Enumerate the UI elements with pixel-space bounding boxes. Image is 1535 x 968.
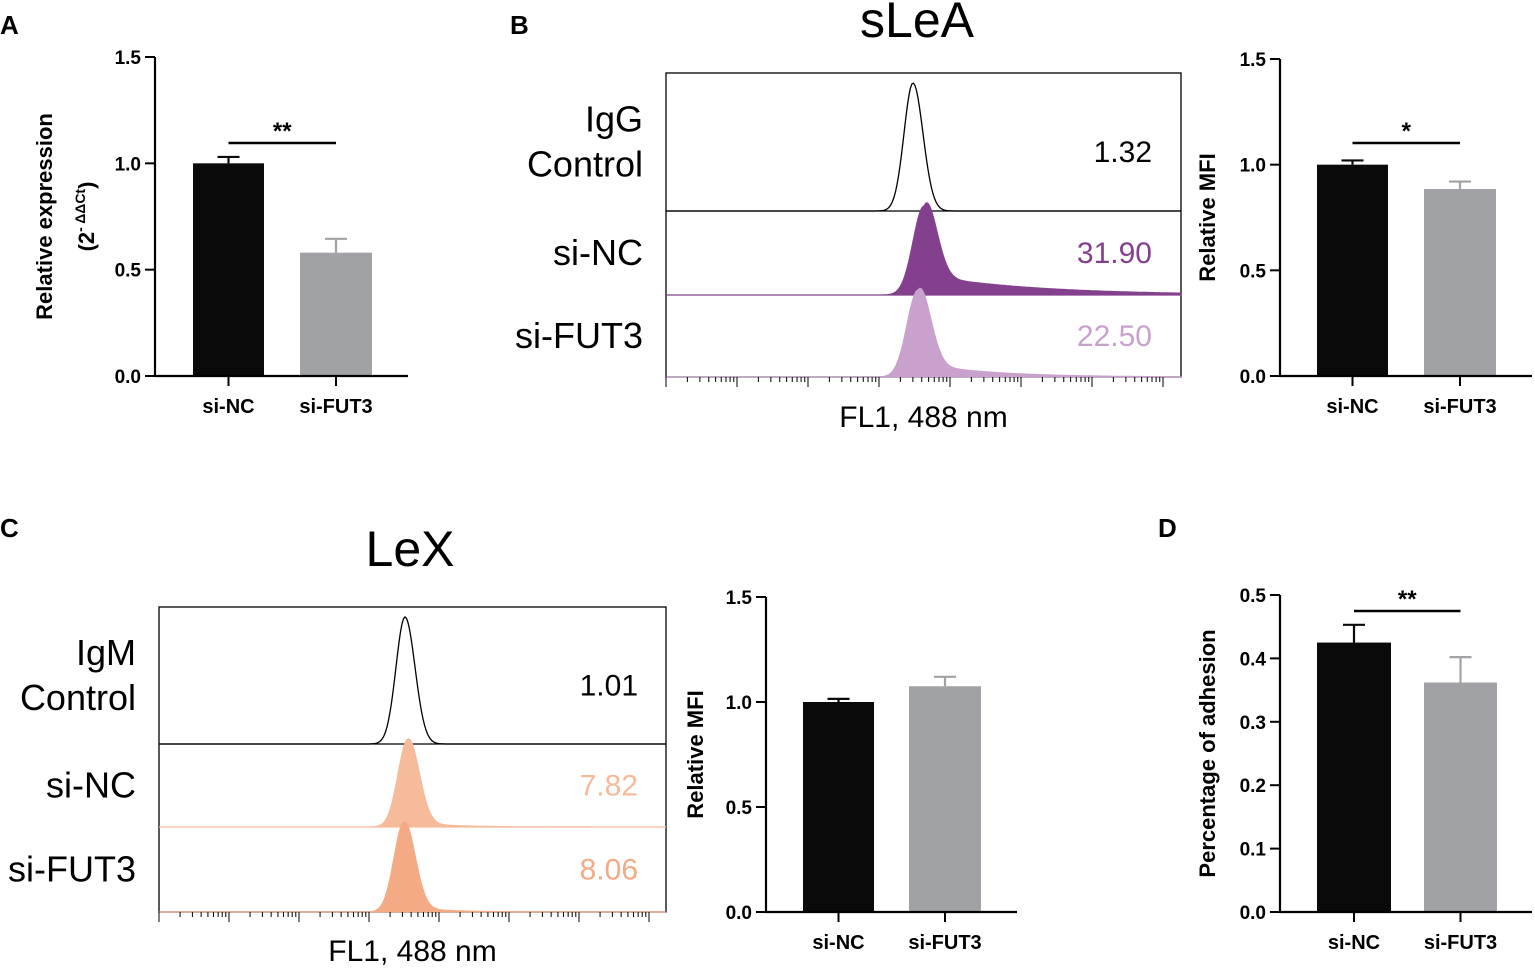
category-label: si-FUT3 [1423,396,1496,418]
mfi-value: 1.01 [580,670,638,703]
y-tick-label: 0.2 [1240,776,1266,797]
sample-label: si-NC [553,232,643,273]
bar-si-nc [803,702,874,912]
bar-chart-slea-relative-mfi: si-NC si-FUT3 0.0 0.5 1.0 1.5 Relative MFI * [1195,50,1532,418]
category-label: si-FUT3 [908,932,981,954]
mfi-value: 8.06 [580,854,638,887]
y-tick-label: 0.0 [1240,367,1266,388]
y-tick-label: 1.0 [726,693,752,714]
y-tick-label: 0.5 [726,798,753,819]
y-tick-label: 0.0 [726,903,752,924]
bar-si-nc [193,163,264,376]
sample-label: Control [527,144,643,185]
mfi-value: 22.50 [1077,320,1152,353]
y-tick-label: 0.5 [115,261,142,282]
mfi-value: 1.32 [1094,136,1152,169]
sample-label: IgG [585,99,643,140]
panel-letter-b: B [510,10,529,40]
histogram-si-fut3 [159,821,666,913]
y-tick-label: 0.4 [1240,649,1267,670]
bar-si-nc [1317,642,1391,912]
sample-label: IgM [76,632,136,673]
bar-chart-relative-expression: si-NC si-FUT3 0.0 0.5 1.0 1.5 Relative express… [32,48,408,418]
panel-letter-d: D [1158,513,1177,543]
bar-si-nc [1317,164,1388,376]
mfi-value: 31.90 [1077,237,1152,270]
sample-label: si-NC [46,765,136,806]
significance-mark: ** [273,118,292,145]
category-label: si-NC [812,932,864,954]
category-label: si-NC [202,396,254,418]
lex-title: LeX [366,521,455,577]
y-tick-label: 1.5 [1240,50,1267,71]
sample-label: si-FUT3 [8,849,136,890]
x-axis-title: FL1, 488 nm [328,935,496,968]
y-axis-title: Relative MFI [683,690,708,818]
bar-si-fut3 [909,686,981,912]
y-tick-label: 1.5 [115,48,142,69]
category-label: si-FUT3 [1424,932,1497,954]
mfi-value: 7.82 [580,770,638,803]
bar-chart-percentage-adhesion: si-NC si-FUT3 0.0 0.1 0.2 0.3 0.4 0.5 Percentage… [1195,586,1532,954]
bar-si-fut3 [1424,682,1497,912]
y-tick-label: 0.5 [1240,586,1267,607]
slea-title: sLeA [860,0,975,48]
y-tick-label: 0.0 [115,367,141,388]
y-axis-title: Percentage of adhesion [1195,629,1220,877]
y-tick-label: 1.0 [1240,156,1266,177]
category-label: si-NC [1326,396,1378,418]
x-axis-title: FL1, 488 nm [839,401,1007,434]
y-axis-title-formula: (2- ΔΔCt) [72,182,99,252]
significance-mark: ** [1398,586,1417,613]
y-tick-label: 1.5 [726,588,753,609]
histogram-si-fut3 [666,287,1183,378]
sample-label: si-FUT3 [515,315,643,356]
y-axis-title: Relative MFI [1195,153,1220,281]
y-tick-label: 0.3 [1240,713,1266,734]
y-axis-title: Relative expression [32,113,57,320]
y-tick-label: 0.5 [1240,261,1267,282]
y-tick-label: 1.0 [115,154,141,175]
bar-si-fut3 [1424,188,1496,376]
bar-si-fut3 [300,252,372,376]
category-label: si-FUT3 [299,396,372,418]
panel-letter-c: C [0,513,19,543]
significance-mark: * [1402,118,1412,145]
panel-letter-a: A [0,10,19,40]
category-label: si-NC [1328,932,1380,954]
y-tick-label: 0.0 [1240,903,1266,924]
bar-chart-lex-relative-mfi: si-NC si-FUT3 0.0 0.5 1.0 1.5 Relative MFI [683,588,1017,954]
sample-label: Control [20,677,136,718]
y-tick-label: 0.1 [1240,840,1267,861]
